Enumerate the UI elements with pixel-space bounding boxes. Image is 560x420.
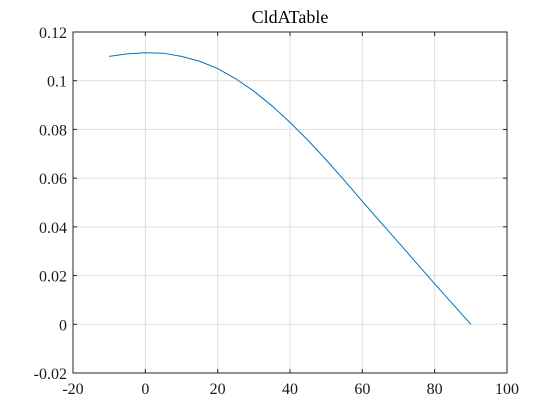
y-tick-label: 0 [59,317,67,334]
y-tick-label: -0.02 [34,366,67,383]
x-tick-label: 100 [495,381,519,398]
y-tick-label: 0.06 [39,171,67,188]
x-tick-label: 20 [210,381,226,398]
y-tick-label: 0.08 [39,122,67,139]
y-tick-label: 0.02 [39,269,67,286]
x-tick-label: 80 [427,381,443,398]
series-line [109,52,472,325]
x-tick-label: -20 [62,381,83,398]
chart-title: CldATable [252,7,329,27]
y-tick-label: 0.1 [47,74,67,91]
tick-marks [72,31,508,374]
x-tick-labels: -20 0 20 40 60 80 100 [62,381,519,398]
y-tick-labels: -0.02 0 0.02 0.04 0.06 0.08 0.1 0.12 [34,25,67,383]
grid-lines [72,31,508,374]
x-tick-label: 60 [354,381,370,398]
x-tick-label: 0 [141,381,149,398]
y-tick-label: 0.04 [39,220,67,237]
series-layer [109,52,472,325]
x-tick-label: 40 [282,381,298,398]
y-tick-label: 0.12 [39,25,67,42]
